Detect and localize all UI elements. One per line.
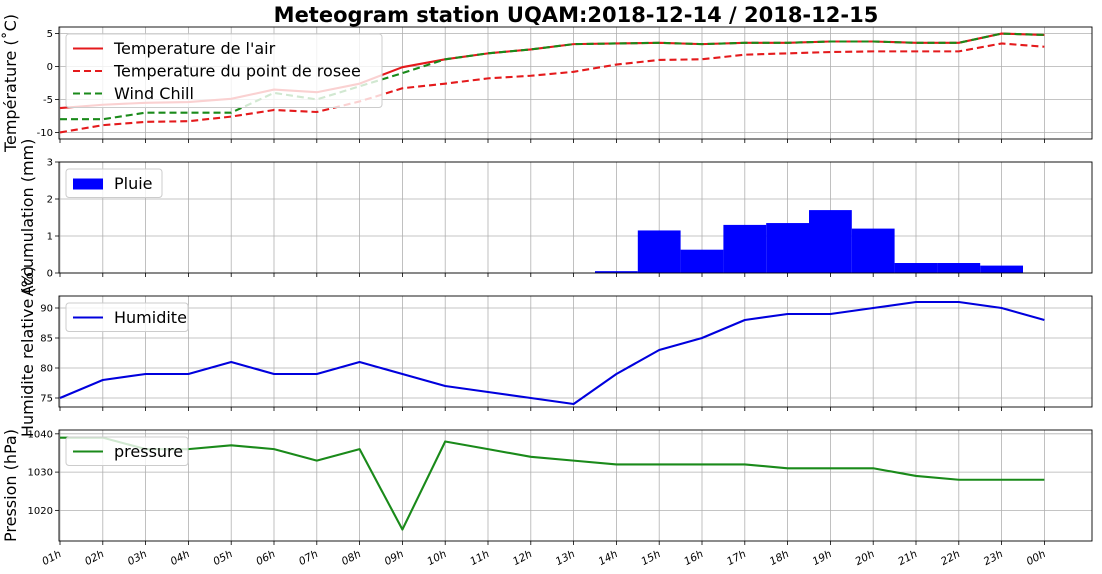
y-tick-label: 2 bbox=[47, 195, 53, 206]
y-tick-label: -5 bbox=[43, 95, 53, 106]
x-tick-label: 19h bbox=[811, 548, 834, 568]
series-line-2 bbox=[59, 42, 1045, 134]
legend-box bbox=[65, 168, 163, 198]
grid bbox=[59, 430, 1092, 541]
x-tick-label: 16h bbox=[682, 548, 705, 568]
y-tick-label: 5 bbox=[47, 29, 53, 40]
x-tick-label: 10h bbox=[425, 548, 448, 568]
panel-2: 0 1 2 3 Accumulation (mm) Pluie bbox=[18, 139, 1093, 297]
legend-label: Pluie bbox=[114, 174, 153, 193]
y-tick-label: 0 bbox=[47, 62, 53, 73]
legend-label: Wind Chill bbox=[114, 84, 194, 103]
rain-bar bbox=[766, 223, 809, 273]
y-axis-label: Humidite relative (%) bbox=[18, 266, 37, 437]
plot-frame bbox=[58, 429, 1093, 542]
x-tick-label: 11h bbox=[468, 548, 491, 568]
y-axis-label: Température (˚C) bbox=[1, 14, 20, 153]
x-tick-label: 08h bbox=[340, 548, 363, 568]
rain-bar bbox=[851, 228, 895, 273]
rain-bar bbox=[809, 210, 852, 273]
rain-bar bbox=[937, 263, 981, 273]
x-tick-label: 09h bbox=[383, 548, 406, 568]
chart-title: Meteogram station UQAM:2018-12-14 / 2018… bbox=[274, 3, 879, 27]
plot-frame bbox=[58, 161, 1093, 274]
legend: Pluie bbox=[65, 168, 163, 198]
x-tick-label: 02h bbox=[83, 548, 106, 568]
panel-1: -10 -5 0 5 Température (˚C) Temperature de l'… bbox=[1, 14, 1093, 153]
series-group bbox=[59, 436, 1045, 531]
x-tick-label: 22h bbox=[939, 548, 962, 568]
x-tick-label: 17h bbox=[725, 548, 748, 568]
x-tick-label: 15h bbox=[639, 548, 662, 568]
legend: Humidite bbox=[65, 302, 189, 332]
x-tick-label: 01h bbox=[40, 548, 63, 568]
series-line-1 bbox=[60, 436, 1045, 531]
legend: Temperature de l'air Temperature du point… bbox=[65, 33, 383, 108]
rain-bar bbox=[595, 271, 638, 273]
x-tick-label: 06h bbox=[254, 548, 277, 568]
y-tick-label: 90 bbox=[40, 304, 53, 315]
panels: -10 -5 0 5 Température (˚C) Temperature de l'… bbox=[1, 14, 1093, 568]
plot-frame bbox=[58, 295, 1093, 408]
panel-4: 1020 1030 1040 Pression (hPa) pressure bbox=[1, 429, 1093, 545]
y-axis-label: Pression (hPa) bbox=[1, 429, 20, 542]
x-tick-label: 00h bbox=[1025, 548, 1048, 568]
series-line-1 bbox=[59, 300, 1045, 406]
legend-label: pressure bbox=[114, 442, 183, 461]
legend: pressure bbox=[65, 436, 189, 466]
legend-label: Temperature du point de rosee bbox=[113, 62, 361, 81]
x-tick-label: 18h bbox=[768, 548, 791, 568]
rain-bar bbox=[637, 230, 681, 273]
y-tick-label: 85 bbox=[40, 334, 53, 345]
x-tick-label: 13h bbox=[554, 548, 577, 568]
y-tick-label: 75 bbox=[40, 394, 53, 405]
y-tick-label: 1 bbox=[47, 232, 53, 243]
y-tick-label: 80 bbox=[40, 364, 53, 375]
rain-bar bbox=[723, 224, 767, 273]
series-group bbox=[59, 300, 1045, 406]
x-tick-label: 14h bbox=[597, 548, 620, 568]
x-tick-label: 20h bbox=[853, 548, 876, 568]
x-tick-labels: 01h 02h 03h 04h 05h 06h 07h 08h 09h 10h 11h 12h 13h 1… bbox=[40, 548, 1048, 568]
y-tick-label: 1030 bbox=[28, 468, 53, 479]
legend-box bbox=[65, 436, 189, 466]
rain-bar bbox=[894, 263, 938, 273]
plot-frame bbox=[58, 26, 1093, 140]
y-axis-label: Accumulation (mm) bbox=[18, 139, 37, 297]
y-tick-label: 1020 bbox=[28, 506, 53, 517]
rain-bar bbox=[980, 265, 1023, 273]
rain-bar bbox=[680, 249, 724, 273]
legend-swatch bbox=[73, 178, 103, 190]
x-tick-label: 12h bbox=[511, 548, 534, 568]
y-tick-label: 0 bbox=[47, 269, 53, 280]
x-tick-label: 23h bbox=[982, 548, 1005, 568]
x-tick-label: 03h bbox=[126, 548, 149, 568]
x-tick-label: 21h bbox=[896, 548, 919, 568]
legend-box bbox=[65, 302, 189, 332]
y-tick-label: -10 bbox=[37, 128, 53, 139]
y-tick-label: 1040 bbox=[28, 429, 53, 440]
series-group bbox=[595, 210, 1023, 273]
x-tick-label: 05h bbox=[211, 548, 234, 568]
y-tick-label: 3 bbox=[47, 158, 53, 169]
legend-box bbox=[65, 33, 383, 108]
x-tick-label: 04h bbox=[169, 548, 192, 568]
x-tick-label: 07h bbox=[297, 548, 320, 568]
grid bbox=[59, 161, 1092, 274]
legend-label: Temperature de l'air bbox=[113, 39, 276, 58]
grid bbox=[59, 296, 1092, 407]
legend-label: Humidite bbox=[114, 308, 187, 327]
